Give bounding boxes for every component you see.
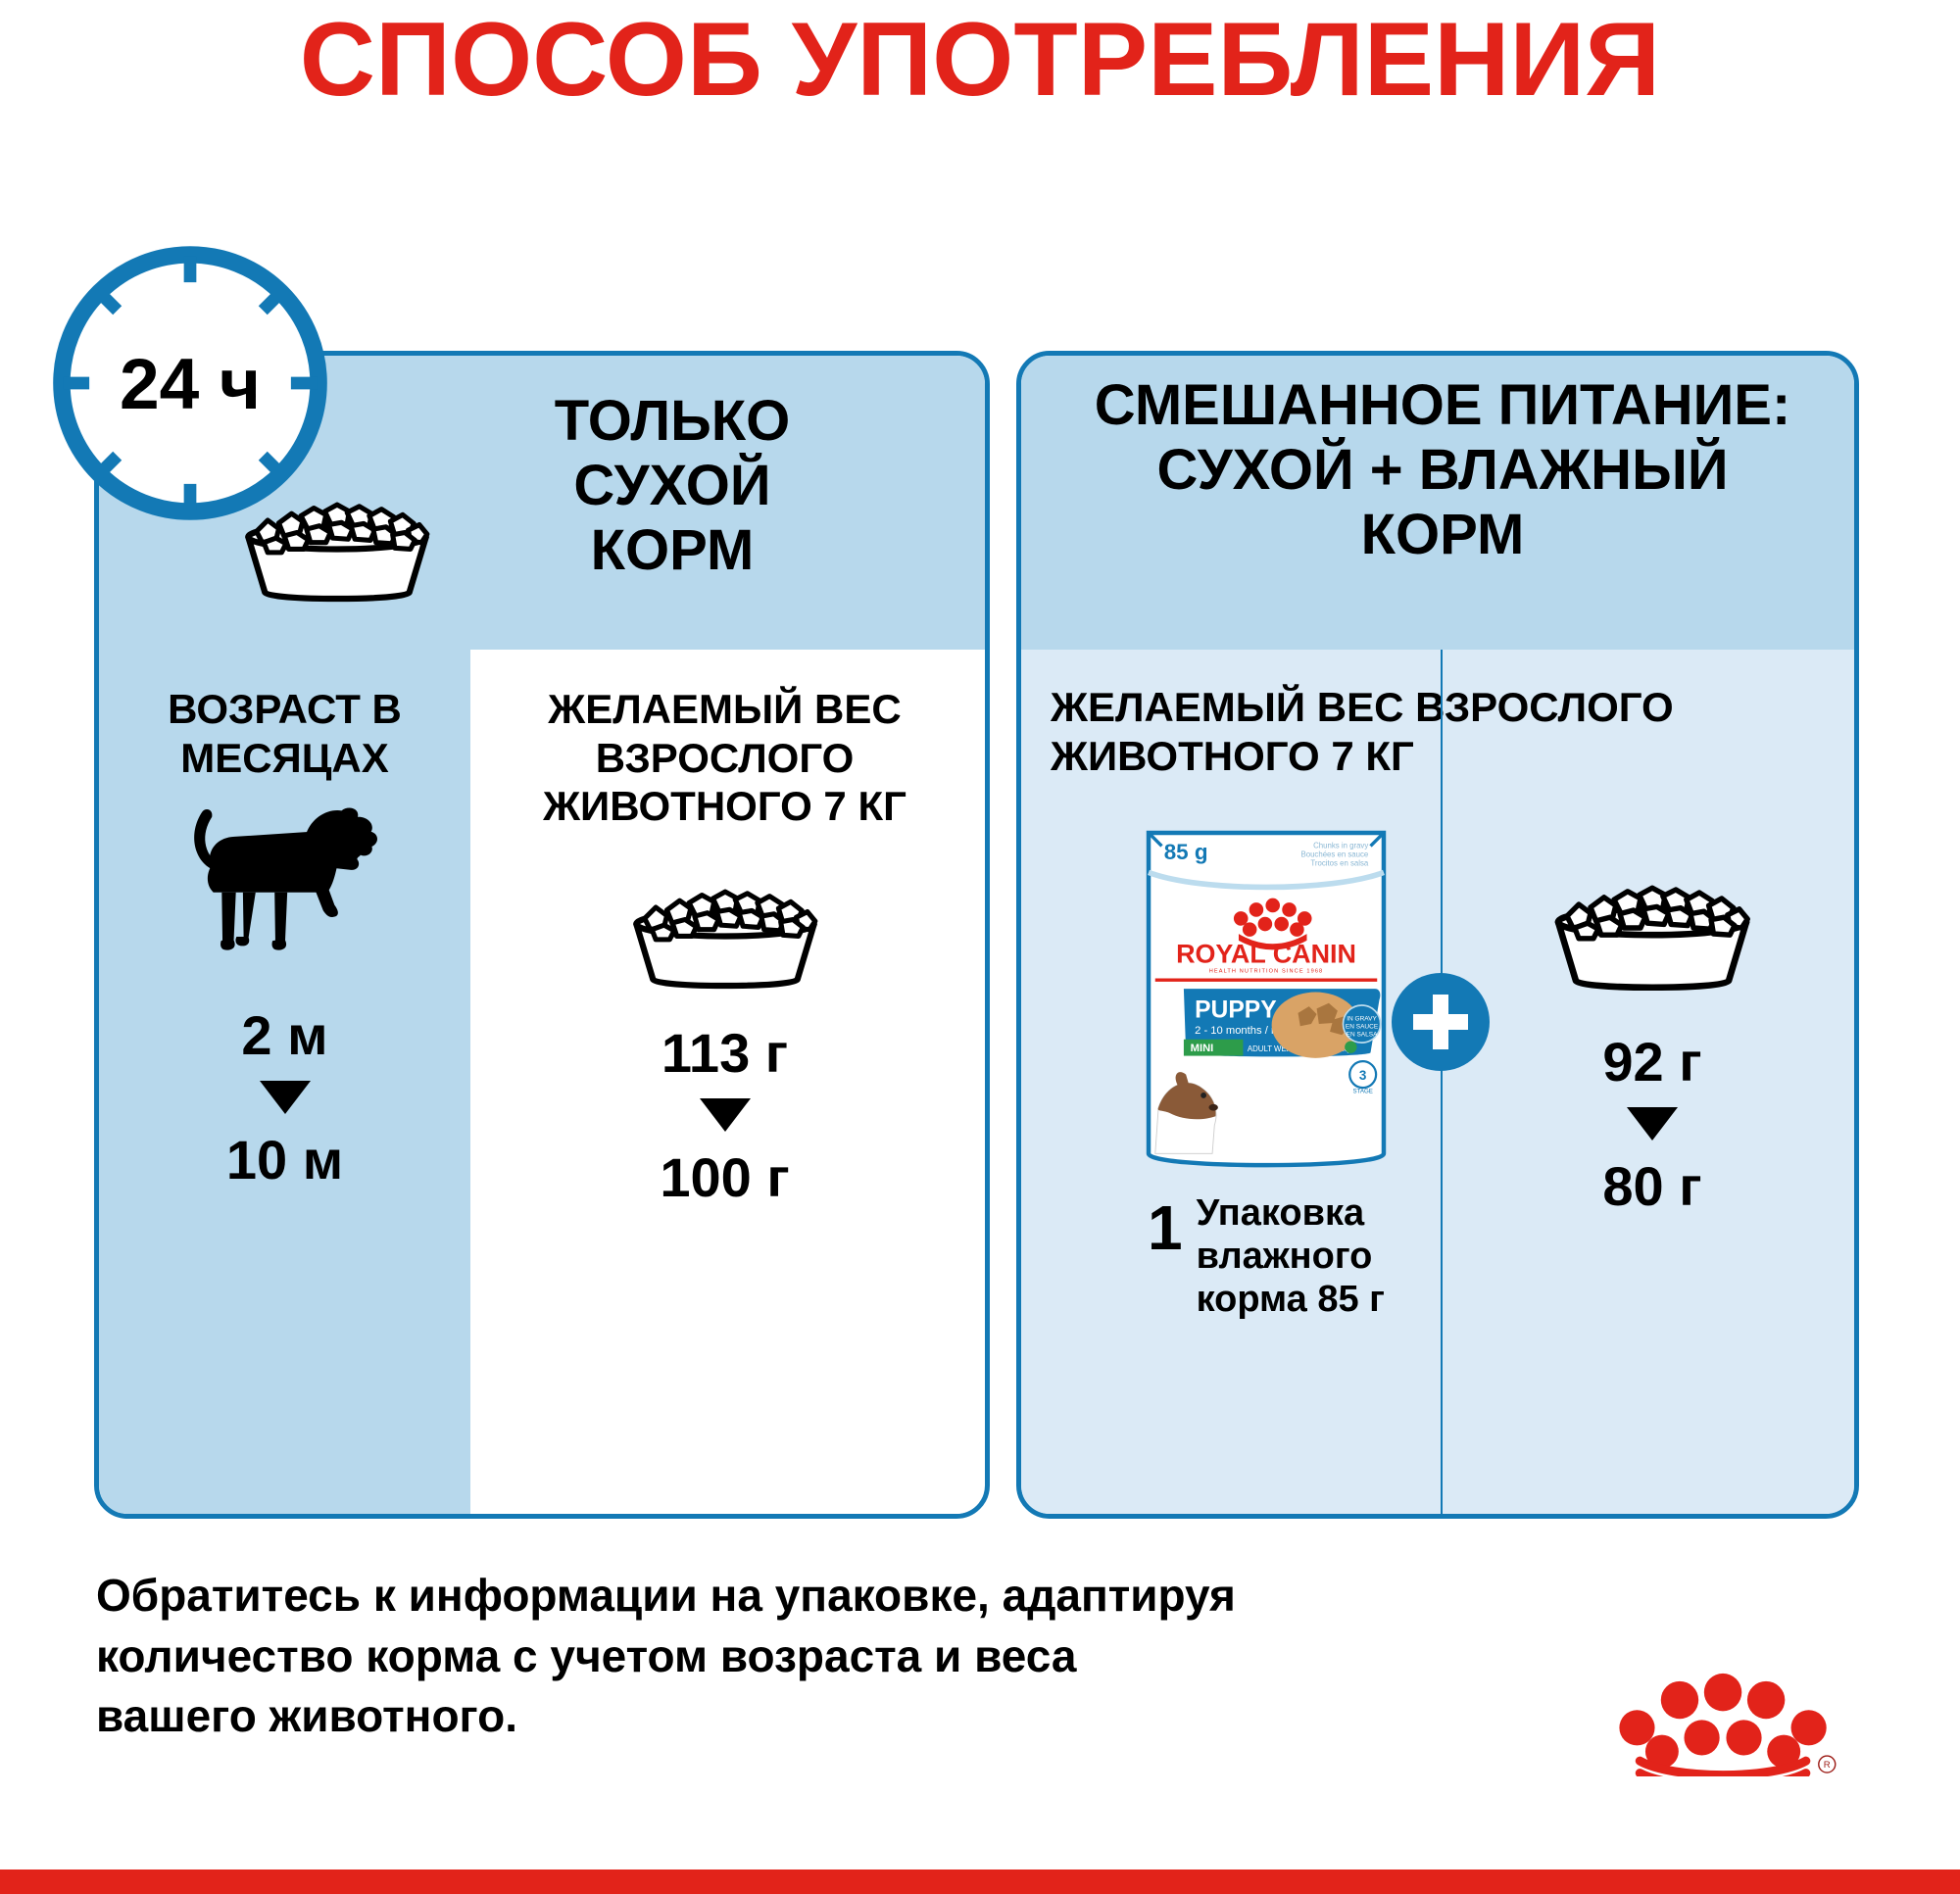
svg-text:MINI: MINI: [1191, 1043, 1214, 1054]
svg-text:24 ч: 24 ч: [120, 345, 261, 424]
svg-text:EN SAUCE: EN SAUCE: [1346, 1024, 1379, 1031]
svg-text:3: 3: [1359, 1068, 1366, 1083]
svg-text:Chunks in gravy: Chunks in gravy: [1313, 842, 1368, 850]
svg-text:HEALTH NUTRITION SINCE 1968: HEALTH NUTRITION SINCE 1968: [1209, 968, 1324, 974]
svg-text:IN GRAVY: IN GRAVY: [1347, 1016, 1377, 1023]
svg-text:EN SALSA: EN SALSA: [1347, 1031, 1378, 1038]
svg-text:STAGE: STAGE: [1352, 1089, 1372, 1095]
svg-text:85 g: 85 g: [1164, 840, 1208, 864]
svg-text:Bouchées en sauce: Bouchées en sauce: [1301, 850, 1369, 859]
svg-text:ROYAL CANIN: ROYAL CANIN: [1176, 939, 1356, 968]
svg-text:Trocitos en salsa: Trocitos en salsa: [1310, 859, 1369, 868]
svg-text:PUPPY: PUPPY: [1195, 996, 1277, 1023]
svg-text:R: R: [1824, 1760, 1831, 1771]
